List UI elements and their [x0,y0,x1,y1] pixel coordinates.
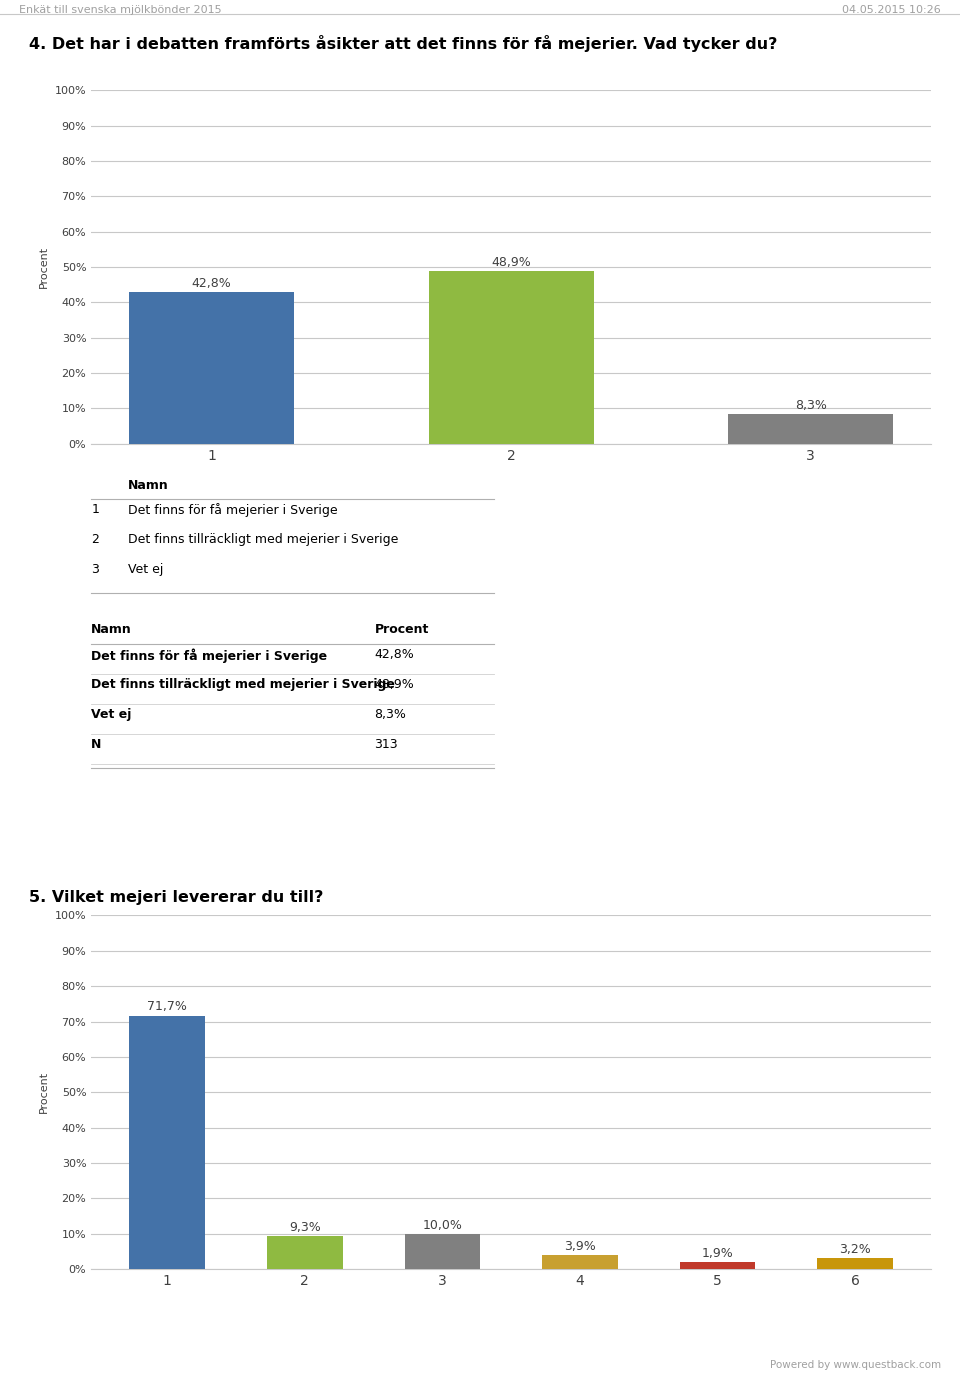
Text: 48,9%: 48,9% [492,255,531,269]
Text: Namn: Namn [128,479,168,491]
Text: 313: 313 [374,738,398,750]
Text: 5. Vilket mejeri levererar du till?: 5. Vilket mejeri levererar du till? [29,890,324,906]
Bar [429,270,593,444]
Text: 3,2%: 3,2% [839,1243,871,1255]
Text: Enkät till svenska mjölkbönder 2015: Enkät till svenska mjölkbönder 2015 [19,4,222,15]
Text: 8,3%: 8,3% [374,707,406,721]
Text: Det finns för få mejerier i Sverige: Det finns för få mejerier i Sverige [91,649,327,663]
Text: Procent: Procent [374,624,429,637]
Text: N: N [91,738,102,750]
Bar [267,1236,343,1269]
Text: Det finns för få mejerier i Sverige: Det finns för få mejerier i Sverige [128,503,337,517]
Bar [817,1258,893,1269]
Text: 4. Det har i debatten framförts åsikter att det finns för få mejerier. Vad tycke: 4. Det har i debatten framförts åsikter … [29,35,778,51]
Text: Det finns tillräckligt med mejerier i Sverige: Det finns tillräckligt med mejerier i Sv… [128,533,398,546]
Text: 04.05.2015 10:26: 04.05.2015 10:26 [842,4,941,15]
Text: Namn: Namn [91,624,132,637]
Text: 10,0%: 10,0% [422,1219,463,1232]
Text: 48,9%: 48,9% [374,678,414,691]
Text: 1,9%: 1,9% [702,1247,733,1261]
Bar [404,1234,480,1269]
Bar [130,1015,205,1269]
Text: 42,8%: 42,8% [374,649,414,662]
Bar [542,1255,618,1269]
Text: 3,9%: 3,9% [564,1240,596,1254]
Bar [729,415,893,444]
Bar [680,1262,756,1269]
Text: Vet ej: Vet ej [91,707,132,721]
Text: 71,7%: 71,7% [147,1000,187,1014]
Text: Powered by www.questback.com: Powered by www.questback.com [770,1361,941,1370]
Y-axis label: Procent: Procent [39,1071,49,1114]
Bar [130,293,294,444]
Text: 9,3%: 9,3% [289,1221,321,1234]
Text: 2: 2 [91,533,99,546]
Y-axis label: Procent: Procent [39,245,49,288]
Text: 1: 1 [91,503,99,516]
Text: Det finns tillräckligt med mejerier i Sverige: Det finns tillräckligt med mejerier i Sv… [91,678,396,691]
Text: 8,3%: 8,3% [795,399,827,412]
Text: 42,8%: 42,8% [192,277,231,290]
Text: 3: 3 [91,563,99,576]
Text: Vet ej: Vet ej [128,563,163,576]
